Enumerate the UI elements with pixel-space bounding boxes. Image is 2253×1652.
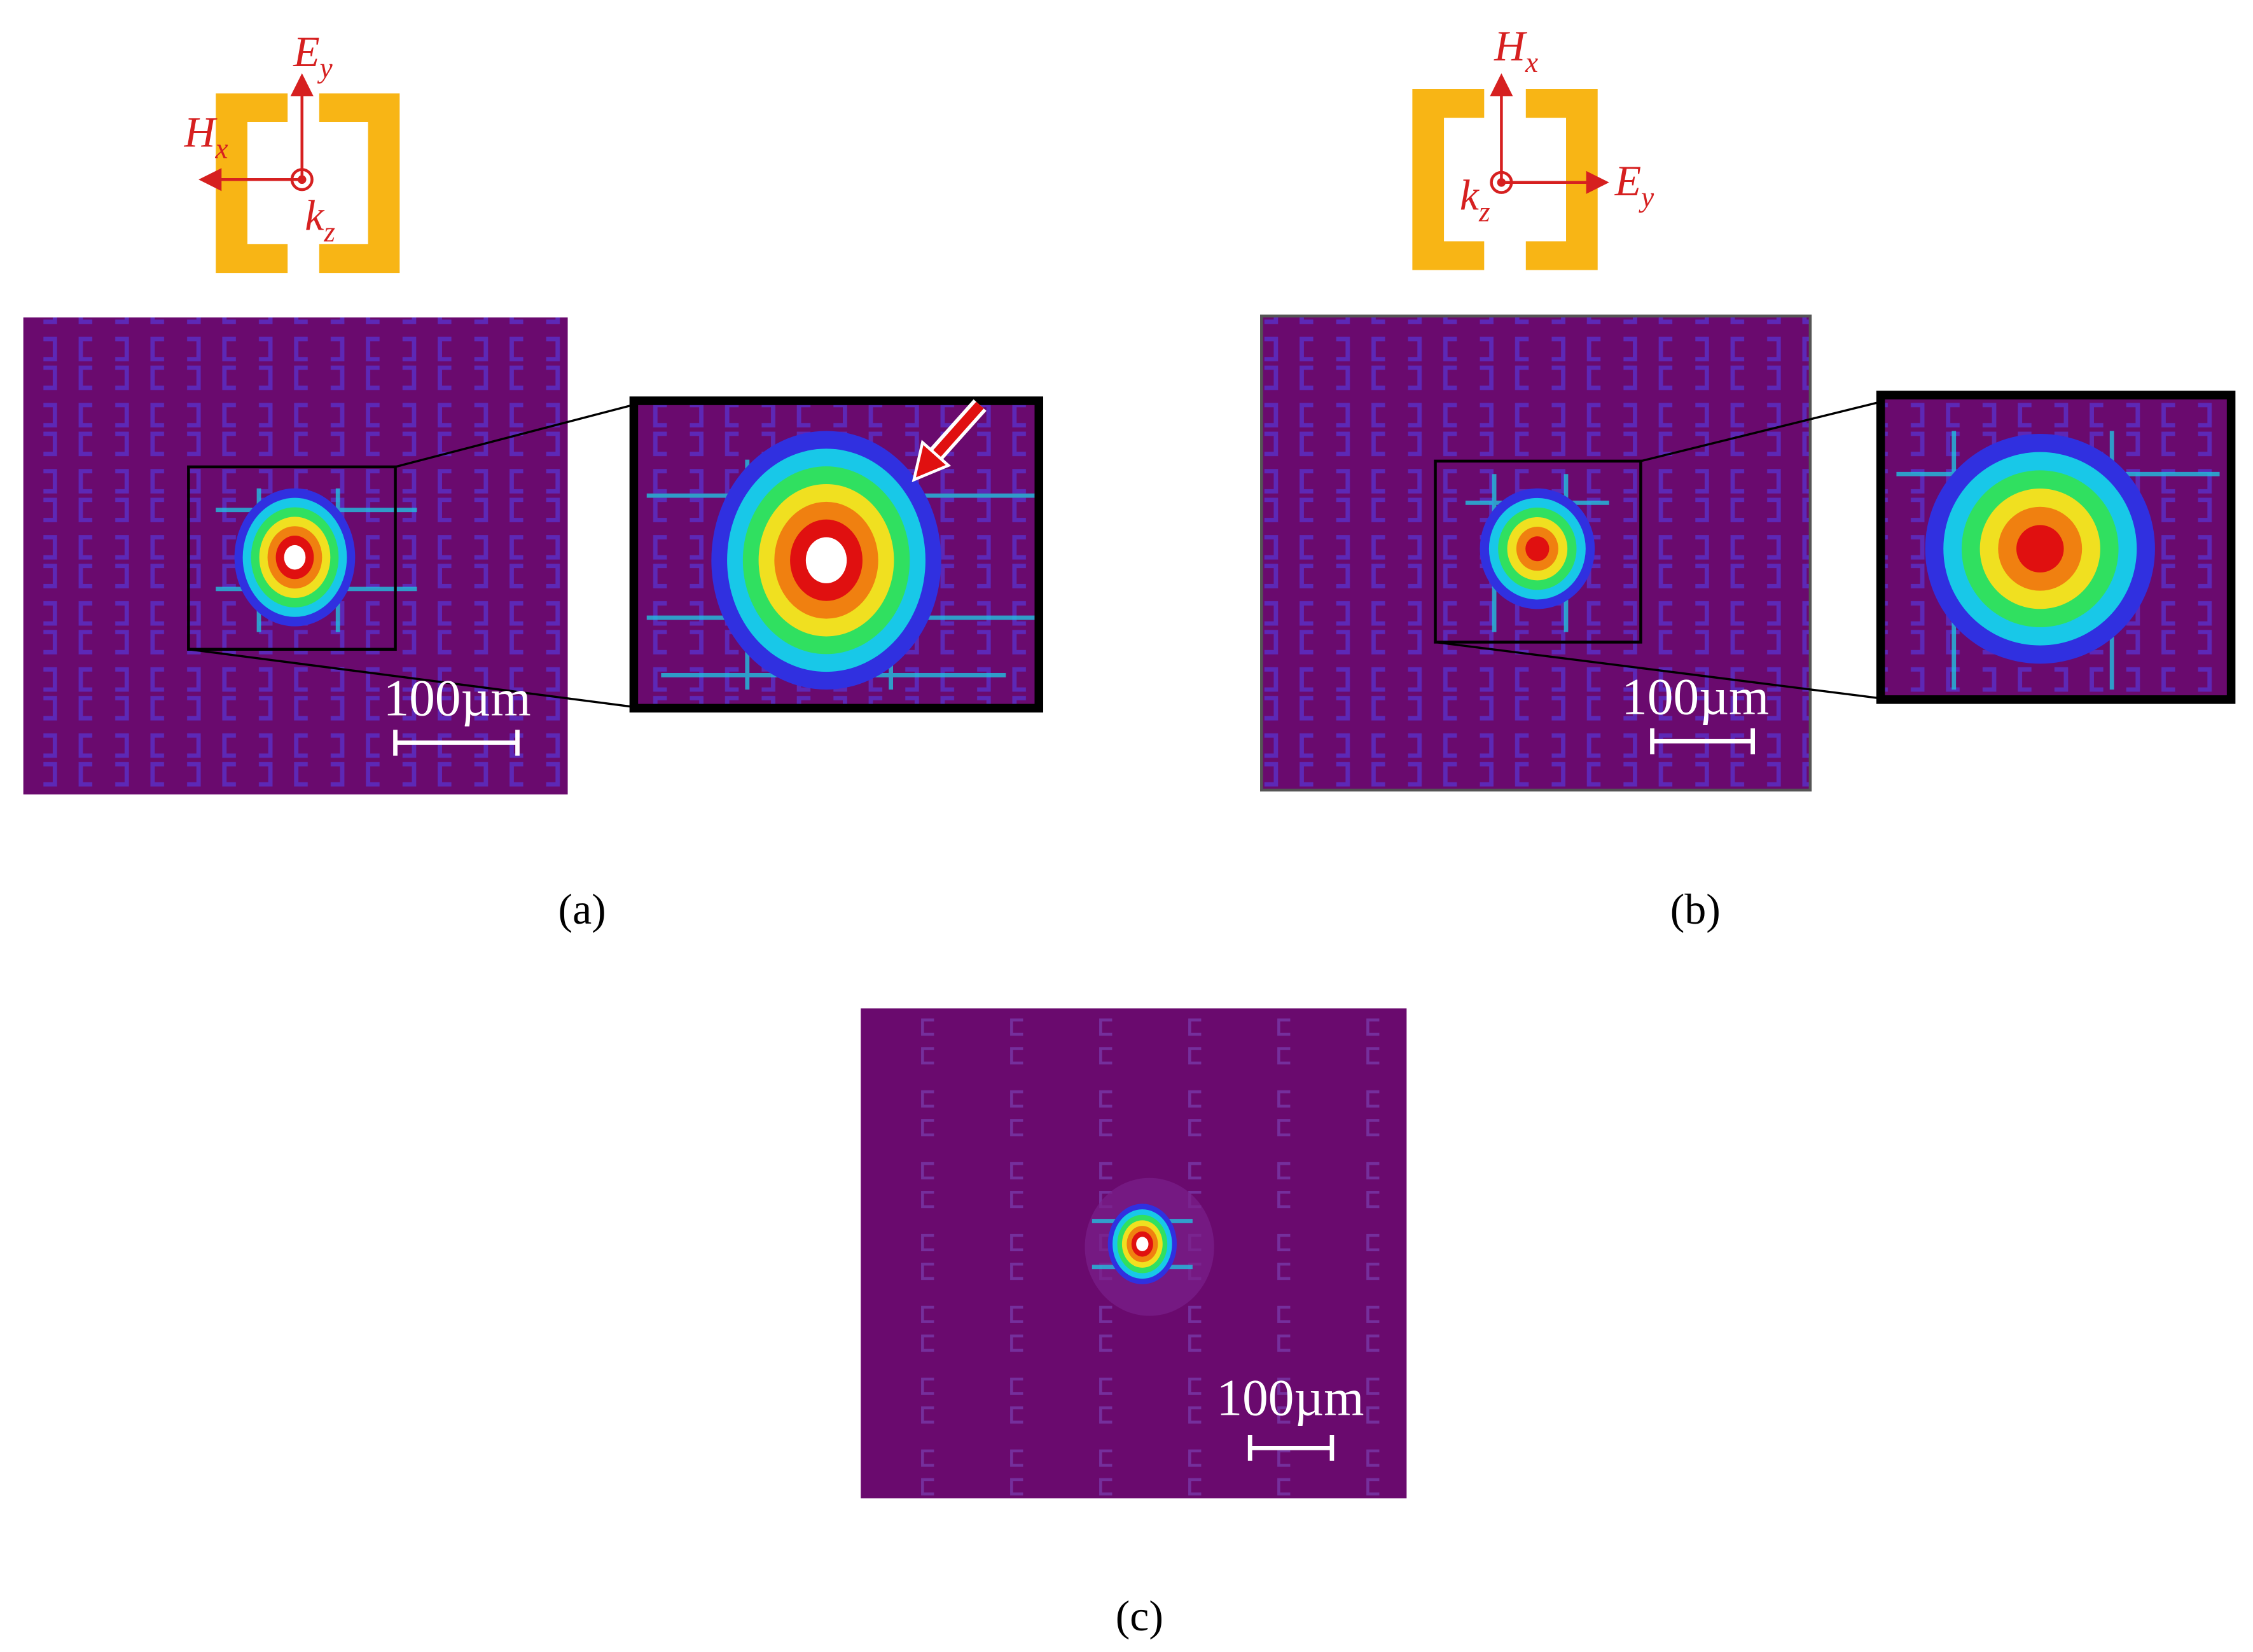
field-label: Ey [293,28,333,84]
field-label: Hx [1494,22,1538,78]
field-label: Ey [1614,157,1654,213]
field-label: Hx [184,108,228,164]
caption: (c) [1116,1592,1163,1640]
scale-label: 100µm [1216,1369,1364,1426]
caption: (a) [558,885,606,933]
hotspot [1136,1237,1149,1251]
inset-box [1434,459,1642,644]
scale-bar [393,730,520,756]
caption: (b) [1670,885,1721,933]
srr-icon-a [198,73,400,274]
connector [1435,641,1880,700]
hotspot [2016,525,2064,573]
zoom-frame [629,396,1044,713]
scale-label: 100µm [384,670,531,727]
hotspot [284,545,306,570]
hotspot [1525,536,1549,562]
connector [188,648,633,708]
srr-icon-b [1412,73,1609,270]
red-arrow [912,399,987,483]
field-label: kz [305,191,335,247]
scale-bar [1650,728,1755,754]
field-label: kz [1460,172,1490,228]
inset-box [187,465,397,651]
scale-label: 100µm [1621,668,1769,725]
zoom-frame [1876,391,2236,704]
scale-bar [1247,1435,1334,1461]
hotspot [805,537,847,583]
connector [1640,401,1880,462]
connector [395,404,633,468]
